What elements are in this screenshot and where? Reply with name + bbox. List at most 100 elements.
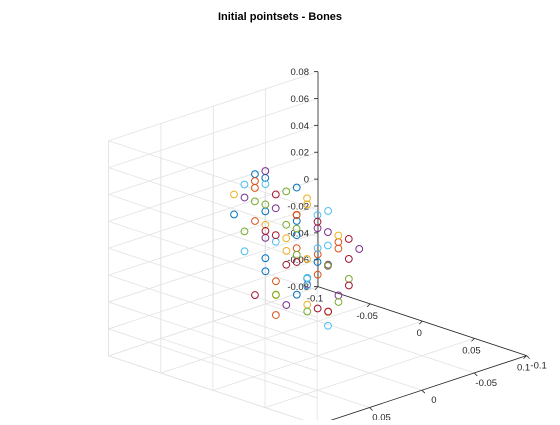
data-point (324, 261, 332, 270)
data-point (355, 245, 364, 253)
data-point (272, 290, 280, 299)
z-tick-label: -0.04 (287, 228, 309, 239)
data-point (261, 254, 270, 263)
data-point (292, 183, 301, 192)
data-point (344, 281, 353, 290)
data-point (240, 227, 249, 236)
z-tick-label: -0.06 (287, 255, 309, 266)
data-point (261, 167, 270, 175)
data-point (271, 311, 280, 319)
y-tick (369, 407, 373, 411)
data-point (250, 184, 259, 192)
data-point (271, 204, 280, 213)
x-tick-label: 0.05 (462, 345, 481, 356)
data-point (303, 273, 312, 282)
data-point (324, 307, 333, 316)
z-tick-label: 0.04 (291, 121, 310, 132)
data-point (282, 260, 291, 269)
data-point (292, 211, 301, 220)
chart-title: Initial pointsets - Bones (217, 11, 343, 23)
data-point (344, 255, 353, 263)
grid-line (108, 301, 318, 372)
data-point (313, 304, 322, 313)
data-point (324, 321, 332, 330)
data-point (282, 247, 291, 255)
data-point (303, 200, 312, 209)
data-point (303, 307, 312, 316)
z-tick-label: 0.06 (291, 94, 310, 105)
x-tick (523, 355, 527, 359)
data-point (230, 210, 238, 219)
data-point (313, 250, 322, 259)
data-point (344, 275, 353, 283)
x-tick-label: -0.1 (307, 294, 323, 305)
data-point (240, 247, 249, 256)
data-point (261, 227, 270, 235)
z-tick-label: -0.02 (287, 201, 309, 212)
data-point (251, 177, 259, 185)
x-tick-label: 0 (417, 328, 422, 339)
data-point (272, 277, 280, 286)
grid-line (160, 338, 370, 408)
data-point (282, 301, 291, 309)
z-tick-label: 0.02 (291, 148, 310, 159)
data-point (292, 258, 301, 266)
y-tick-label: -0.1 (530, 361, 546, 372)
data-point (271, 190, 280, 199)
data-point (261, 220, 270, 229)
y-tick-label: -0.05 (475, 378, 497, 389)
data-point (251, 217, 259, 225)
data-point (313, 244, 322, 253)
points-layer (230, 167, 364, 330)
data-point (292, 224, 301, 233)
x-tick-label: -0.05 (356, 311, 378, 322)
y-tick (421, 389, 426, 394)
data-point (230, 190, 238, 199)
data-point (313, 217, 322, 226)
y-tick-label: 0 (431, 395, 436, 406)
z-tick-label: 0.08 (291, 67, 310, 78)
data-point (292, 217, 301, 225)
grid-line (108, 98, 319, 169)
y-tick-label: 0.05 (372, 413, 391, 420)
x-tick (314, 286, 319, 290)
data-point (261, 267, 270, 276)
grid-line (108, 71, 319, 142)
data-point (324, 207, 333, 215)
grid-line (108, 205, 319, 276)
data-point (303, 194, 311, 203)
y-tick (526, 355, 530, 359)
grid-line (108, 328, 318, 399)
y-tick (473, 372, 478, 377)
data-point (303, 255, 311, 263)
data-point (261, 200, 270, 209)
x-tick (419, 320, 423, 325)
data-point (324, 228, 332, 236)
data-point (292, 290, 301, 299)
data-point (324, 241, 332, 250)
tick-labels: -0.1-0.0500.050.1-0.1-0.0500.050.1-0.08-… (287, 67, 546, 423)
axes-layer (314, 71, 530, 425)
grid-line (108, 259, 319, 330)
data-point (282, 187, 291, 196)
data-point (271, 237, 280, 246)
data-point (292, 244, 301, 253)
data-point (282, 234, 291, 243)
data-point (271, 231, 280, 240)
data-point (240, 180, 249, 189)
grid-layer (108, 71, 527, 425)
data-point (282, 220, 291, 229)
data-point (334, 244, 343, 253)
grid-line (213, 320, 423, 391)
data-point (344, 235, 353, 243)
z-tick-label: 0 (304, 175, 309, 186)
data-point (251, 291, 259, 299)
x-tick-label: 0.1 (517, 363, 530, 374)
grid-line (265, 303, 475, 374)
data-point (313, 270, 322, 279)
data-point (313, 258, 322, 266)
grid-line (108, 355, 318, 425)
data-point (334, 231, 343, 240)
